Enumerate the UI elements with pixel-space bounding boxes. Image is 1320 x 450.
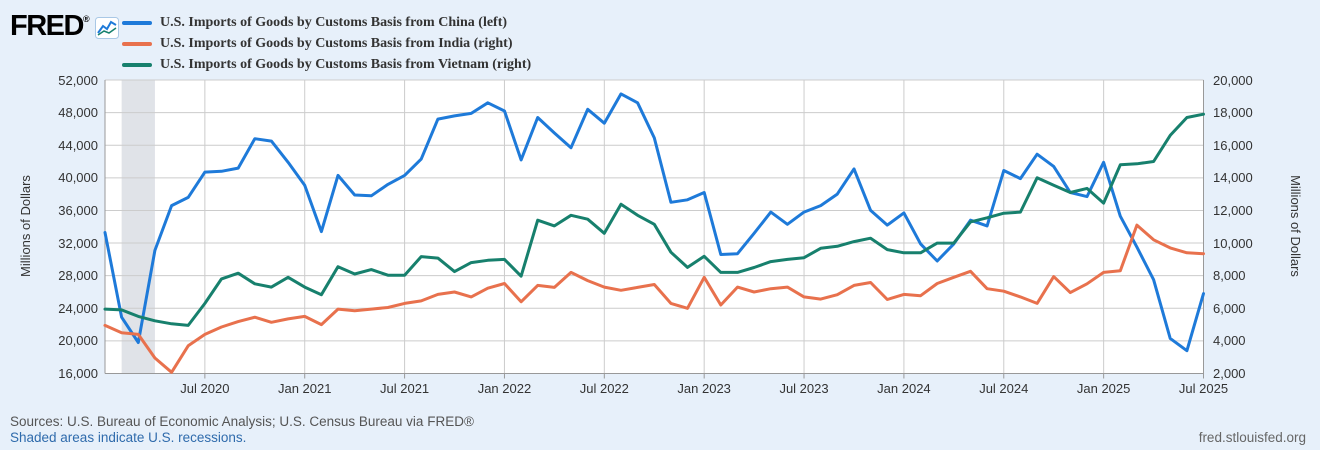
right-axis-title: Millions of Dollars	[1288, 175, 1303, 277]
left-axis-tick-label: 20,000	[58, 333, 98, 349]
right-axis-tick-label: 14,000	[1213, 170, 1253, 186]
x-axis-tick-label: Jul 2024	[979, 381, 1029, 396]
data-line-vietnam[interactable]	[103, 112, 1205, 327]
right-axis-tick-label: 20,000	[1213, 72, 1253, 88]
left-axis-tick-label: 44,000	[58, 137, 98, 153]
fred-logo-text: FRED	[10, 10, 84, 42]
data-line-china[interactable]	[103, 92, 1205, 353]
right-axis-tick-label: 8,000	[1213, 268, 1246, 284]
left-axis-title: Millions of Dollars	[18, 175, 33, 277]
legend-item: U.S. Imports of Goods by Customs Basis f…	[122, 12, 531, 33]
data-line-india[interactable]	[103, 223, 1205, 374]
left-axis-tick-label: 28,000	[58, 268, 98, 284]
left-axis-tick-label: 36,000	[58, 202, 98, 218]
legend-item-label: U.S. Imports of Goods by Customs Basis f…	[160, 56, 532, 72]
right-axis-tick-label: 12,000	[1213, 202, 1253, 218]
registered-mark: ®	[82, 14, 90, 24]
right-axis-tick-label: 10,000	[1213, 235, 1253, 251]
left-axis-tick-label: 48,000	[58, 105, 98, 121]
footer-sources-text: Sources: U.S. Bureau of Economic Analysi…	[10, 414, 474, 429]
x-axis-tick-label: Jul 2020	[180, 381, 230, 396]
legend: U.S. Imports of Goods by Customs Basis f…	[122, 12, 531, 75]
footer-site-text: fred.stlouisfed.org	[1198, 430, 1306, 445]
right-axis-tick-label: 4,000	[1213, 333, 1246, 349]
x-axis-tick-label: Jan 2022	[477, 381, 532, 396]
left-axis-tick-label: 32,000	[58, 235, 98, 251]
x-axis-tick-label: Jul 2025	[1178, 381, 1229, 396]
legend-item-label: U.S. Imports of Goods by Customs Basis f…	[160, 14, 508, 30]
recession-note-link[interactable]: Shaded areas indicate U.S. recessions.	[10, 430, 247, 445]
left-axis-tick-label: 16,000	[58, 366, 98, 381]
x-axis-tick-label: Jan 2024	[877, 381, 931, 396]
left-axis-tick-label: 40,000	[58, 170, 98, 186]
x-axis-tick-label: Jan 2023	[677, 381, 731, 396]
fred-logo: FRED ®	[10, 10, 119, 47]
x-axis-tick-label: Jul 2021	[380, 381, 430, 396]
right-axis-tick-label: 6,000	[1213, 300, 1246, 316]
recession-band	[121, 80, 155, 374]
legend-item-label: U.S. Imports of Goods by Customs Basis f…	[160, 35, 513, 51]
legend-swatch	[122, 20, 152, 25]
x-axis-tick-label: Jul 2022	[579, 381, 629, 396]
left-axis-tick-label: 52,000	[58, 72, 98, 88]
right-axis-tick-label: 2,000	[1213, 366, 1246, 381]
right-axis-tick-label: 18,000	[1213, 105, 1253, 121]
legend-swatch	[122, 62, 152, 67]
x-axis-tick-label: Jul 2023	[779, 381, 829, 396]
left-axis-tick-label: 24,000	[58, 300, 98, 316]
legend-item: U.S. Imports of Goods by Customs Basis f…	[122, 33, 531, 54]
x-axis-tick-label: Jan 2021	[277, 381, 332, 396]
legend-swatch	[122, 41, 152, 46]
x-axis-tick-label: Jan 2025	[1076, 381, 1131, 396]
legend-item: U.S. Imports of Goods by Customs Basis f…	[122, 54, 531, 75]
right-axis-tick-label: 16,000	[1213, 137, 1253, 153]
fred-line-chart-icon	[94, 14, 119, 47]
